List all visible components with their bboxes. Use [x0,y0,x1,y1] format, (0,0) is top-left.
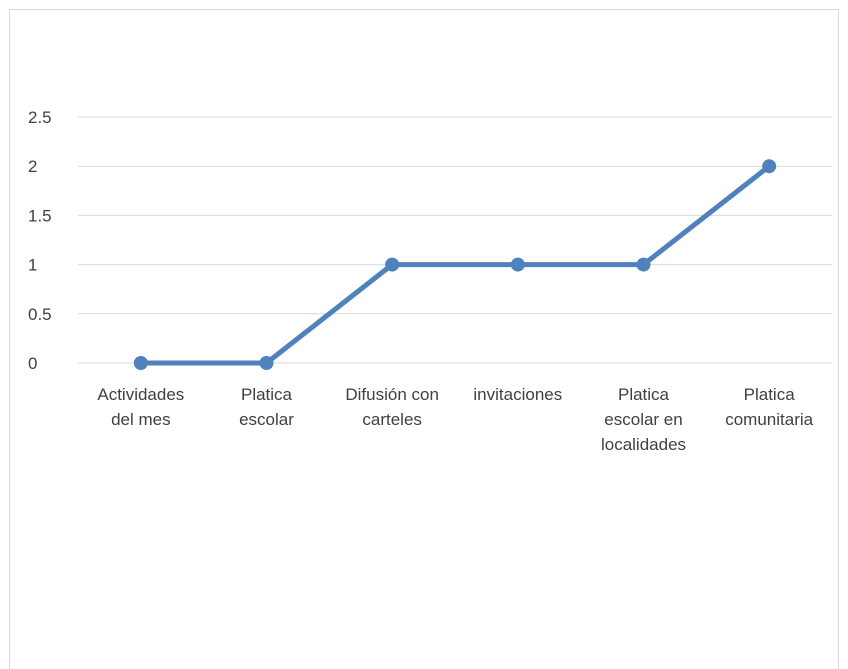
data-point [259,356,274,370]
chart-frame [9,9,839,669]
y-tick-label: 1 [28,256,37,275]
data-point [762,159,777,174]
x-tick-label: Actividades del mes [97,385,184,429]
x-tick-label: Difusión con carteles [345,385,439,429]
data-point [636,257,651,272]
data-point [385,257,400,272]
gridlines [78,116,832,364]
series-line [138,163,772,366]
data-point [133,356,148,370]
x-tick-label: Platica escolar [239,385,294,429]
series-group [133,159,777,370]
x-tick-label: invitaciones [473,385,562,404]
y-tick-label: 2 [28,157,37,176]
x-tick-label: Platica comunitaria [725,385,813,429]
x-axis-tick-labels: Actividades del mes Platica escolar Difusión… [97,385,813,454]
y-tick-label: 0.5 [28,305,52,324]
y-tick-label: 0 [28,354,37,373]
x-tick-label: Platica escolar en localidades [601,385,686,454]
y-tick-label: 2.5 [28,108,52,127]
y-tick-label: 1.5 [28,206,52,225]
data-point [510,257,525,272]
y-axis-tick-labels: 0 0.5 1 1.5 2 2.5 [28,108,52,373]
